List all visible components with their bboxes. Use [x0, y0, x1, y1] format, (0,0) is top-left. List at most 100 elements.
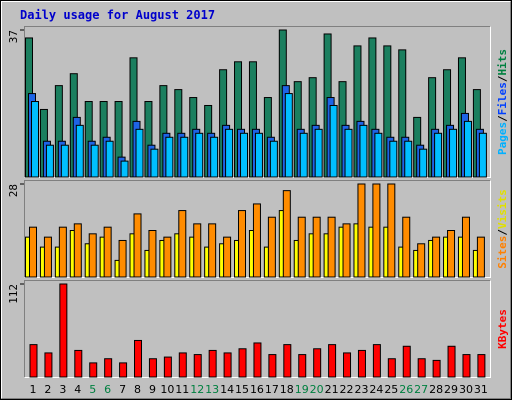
legend-entry: Pages: [496, 122, 509, 155]
bar: [223, 352, 232, 378]
bar: [402, 216, 411, 278]
bar: [328, 344, 337, 378]
x-tick-label: 31: [474, 383, 488, 396]
bar: [45, 144, 54, 178]
panel-edge: [24, 26, 491, 178]
bar: [283, 344, 292, 378]
bar: [195, 132, 204, 178]
legend: KBytes: [496, 309, 509, 349]
bar: [461, 216, 470, 278]
bar: [402, 345, 411, 378]
x-tick-label: 29: [444, 383, 458, 396]
legend-separator: /: [496, 75, 509, 82]
x-tick-label: 30: [459, 383, 473, 396]
bar: [327, 216, 336, 278]
bar: [240, 132, 249, 178]
x-tick-label: 3: [59, 383, 66, 396]
legend-entry: Sites: [496, 236, 509, 269]
bar: [252, 203, 261, 278]
x-tick-label: 20: [310, 383, 324, 396]
bar: [254, 132, 263, 178]
bar: [208, 223, 217, 278]
bar: [178, 352, 187, 378]
legend-entry: Visits: [496, 189, 509, 229]
bar: [148, 358, 157, 378]
bar: [165, 136, 174, 178]
legend-entry: Files: [496, 82, 509, 115]
bar: [313, 348, 322, 378]
x-tick-label: 14: [220, 383, 234, 396]
bar: [210, 136, 219, 178]
x-tick-label: 21: [325, 383, 339, 396]
bar: [404, 140, 413, 178]
bar: [284, 93, 293, 178]
bar: [74, 349, 83, 378]
x-tick-label: 9: [149, 383, 156, 396]
bar: [372, 183, 381, 278]
bar: [135, 128, 144, 178]
legend-separator: /: [496, 115, 509, 122]
bar: [163, 236, 172, 278]
legend-entry: KBytes: [496, 309, 509, 349]
bar: [298, 354, 307, 378]
x-tick-label: 10: [160, 383, 174, 396]
bar: [59, 283, 68, 378]
chart-title: Daily usage for August 2017: [20, 8, 215, 22]
x-tick-label: 6: [104, 383, 111, 396]
x-tick-label: 1: [30, 383, 37, 396]
bar: [163, 356, 172, 378]
bar: [104, 358, 113, 378]
bar: [389, 140, 398, 178]
bar: [180, 136, 189, 178]
bar: [148, 230, 157, 278]
bar: [387, 358, 396, 378]
x-tick-label: 23: [354, 383, 368, 396]
bar: [118, 239, 127, 278]
bar: [193, 223, 202, 278]
bar: [357, 183, 366, 278]
bar: [447, 345, 456, 378]
bar: [477, 354, 486, 378]
bar: [329, 104, 338, 178]
x-tick-label: 5: [89, 383, 96, 396]
bar: [208, 349, 217, 378]
y-tick-label: 112: [7, 284, 20, 304]
legend: Sites/Visits: [496, 189, 509, 269]
bar: [223, 236, 232, 278]
x-tick-label: 18: [280, 383, 294, 396]
bar: [43, 236, 52, 278]
x-tick-label: 27: [414, 383, 428, 396]
bar: [434, 132, 443, 178]
x-tick-label: 4: [74, 383, 81, 396]
bar: [29, 226, 37, 278]
x-tick-label: 7: [119, 383, 126, 396]
bar: [463, 120, 472, 178]
bar: [267, 216, 276, 278]
bar: [297, 216, 306, 278]
bar: [90, 144, 99, 178]
y-tick-label: 28: [7, 184, 20, 197]
bar: [344, 128, 353, 178]
bar: [374, 132, 383, 178]
panel-edge: [24, 180, 491, 278]
bar: [89, 362, 98, 378]
x-tick-label: 24: [369, 383, 383, 396]
bar: [238, 348, 247, 378]
x-tick-label: 17: [265, 383, 279, 396]
x-tick-label: 15: [235, 383, 249, 396]
bar: [31, 101, 39, 178]
bar: [417, 358, 426, 378]
bar: [75, 124, 84, 178]
x-tick-label: 22: [340, 383, 354, 396]
bar: [120, 160, 129, 178]
bar: [372, 344, 381, 378]
x-tick-label: 13: [205, 383, 219, 396]
bar: [253, 342, 262, 378]
bar: [312, 216, 321, 278]
bar: [268, 354, 277, 378]
bar: [134, 339, 143, 378]
bar: [299, 132, 308, 178]
bar: [88, 233, 97, 278]
